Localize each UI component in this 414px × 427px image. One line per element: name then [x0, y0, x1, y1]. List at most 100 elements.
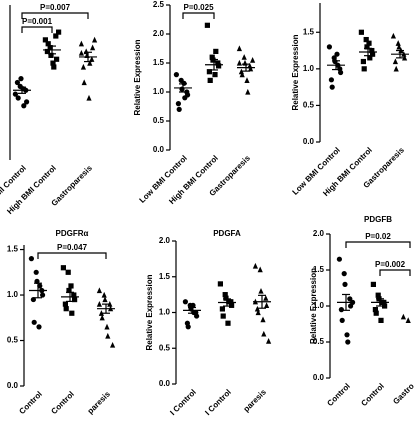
data-point: [101, 291, 107, 298]
y-tick-label: 0.0: [313, 373, 325, 382]
data-point: [81, 79, 87, 86]
y-tick-label: 1.5: [159, 272, 171, 281]
data-point: [363, 36, 369, 43]
x-tick-label: Control: [325, 382, 351, 408]
data-point: [204, 22, 210, 28]
data-point: [261, 330, 267, 337]
data-point: [239, 71, 245, 78]
data-point: [66, 287, 72, 294]
data-point: [342, 281, 348, 287]
data-point: [255, 309, 261, 316]
p-value-label: P=0.007: [40, 3, 71, 12]
data-point: [99, 314, 105, 321]
data-point: [336, 256, 342, 262]
data-point: [250, 57, 256, 63]
data-point: [44, 48, 50, 55]
data-point: [78, 49, 84, 56]
data-point: [245, 88, 251, 95]
data-point: [89, 56, 95, 62]
data-point: [47, 45, 53, 51]
data-point: [90, 44, 96, 51]
data-point: [402, 54, 408, 61]
x-tick-label: I Control: [203, 388, 233, 418]
data-point: [190, 302, 196, 308]
data-point: [69, 310, 75, 316]
significance-bracket: [182, 12, 215, 19]
panel: 0.0 0.5 1.0 1.5 2.0 PDGFB Relative Expression C…: [309, 215, 414, 408]
data-point: [194, 313, 200, 319]
x-tick-label: paresis: [242, 387, 269, 414]
data-point: [367, 55, 373, 61]
data-point: [241, 54, 247, 60]
data-point: [63, 306, 69, 312]
y-tick-label: 0.0: [153, 145, 165, 154]
data-point: [104, 323, 110, 330]
data-point: [216, 63, 222, 69]
data-point: [72, 296, 78, 303]
data-point: [370, 51, 376, 57]
data-point: [328, 77, 334, 83]
data-point: [92, 36, 98, 43]
data-point: [254, 305, 260, 312]
y-tick-label: 0.5: [313, 337, 325, 346]
data-point: [266, 338, 272, 344]
data-point: [182, 299, 188, 305]
data-point: [12, 91, 18, 97]
data-point: [364, 44, 370, 50]
data-point: [344, 332, 350, 338]
y-tick-label: 0.5: [7, 336, 19, 345]
y-tick-label: 0.5: [303, 101, 315, 110]
data-point: [236, 59, 242, 66]
data-point: [260, 316, 266, 323]
significance-bracket: [21, 12, 89, 19]
data-point: [68, 283, 74, 289]
data-point: [326, 44, 332, 50]
data-point: [341, 271, 347, 277]
p-value-label: P=0.02: [365, 232, 391, 241]
y-tick-label: 0.5: [159, 343, 171, 352]
y-tick-label: 0.0: [159, 379, 171, 388]
data-point: [345, 339, 351, 345]
panel: 0.0 0.5 1.0 1.5 2.0 PDGFA Relative Expression I…: [145, 229, 272, 418]
data-point: [102, 296, 108, 303]
y-tick-label: 1.0: [153, 87, 165, 96]
data-point: [96, 287, 102, 294]
data-point: [209, 54, 215, 60]
data-point: [207, 77, 213, 83]
data-point: [369, 47, 375, 54]
data-point: [217, 281, 223, 287]
data-point: [405, 317, 411, 323]
data-point: [24, 99, 30, 105]
data-point: [338, 69, 344, 76]
data-point: [252, 262, 258, 269]
data-point: [18, 76, 24, 82]
p-value-label: P=0.002: [375, 260, 406, 269]
data-point: [56, 29, 62, 35]
y-tick-label: 1.5: [7, 245, 19, 254]
data-point: [225, 320, 231, 326]
data-point: [45, 41, 51, 47]
data-point: [15, 95, 21, 101]
data-point: [50, 60, 56, 66]
data-point: [257, 266, 263, 273]
data-point: [392, 58, 398, 65]
data-point: [370, 281, 376, 287]
data-point: [361, 66, 367, 72]
data-point: [212, 72, 218, 78]
data-point: [329, 84, 335, 90]
data-point: [87, 60, 93, 66]
significance-bracket: [21, 26, 53, 33]
data-point: [60, 265, 66, 271]
data-point: [358, 29, 364, 35]
data-point: [382, 303, 388, 309]
x-tick-label: I Control: [168, 388, 198, 418]
data-point: [248, 65, 254, 72]
data-point: [173, 72, 179, 78]
data-point: [65, 269, 71, 275]
data-point: [244, 77, 250, 83]
data-point: [347, 296, 353, 302]
